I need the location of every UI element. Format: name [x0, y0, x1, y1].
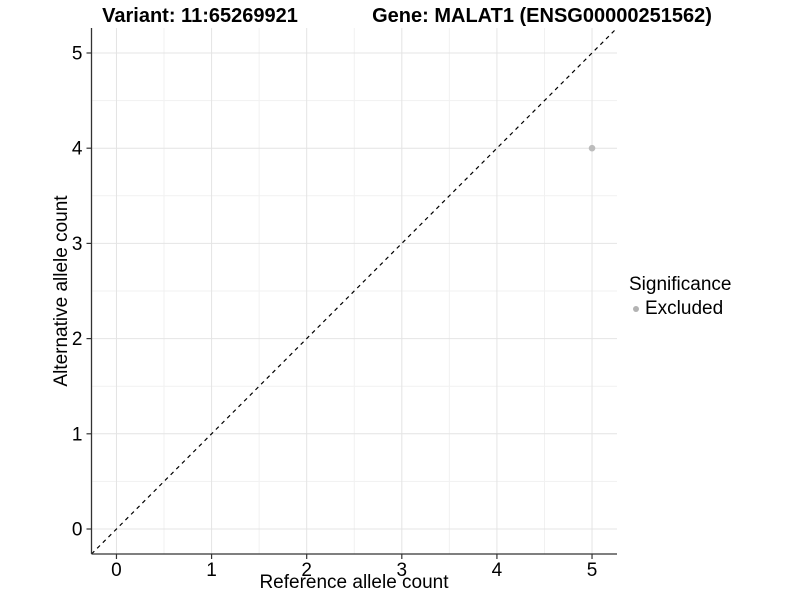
x-tick-label: 2 [301, 560, 312, 581]
x-tick-label: 3 [397, 560, 408, 581]
y-tick-label: 4 [72, 139, 83, 160]
plot-title-gene: Gene: MALAT1 (ENSG00000251562) [372, 5, 712, 27]
legend-marker-excluded-icon [633, 306, 639, 312]
plot-title-variant: Variant: 11:65269921 [102, 5, 298, 27]
x-tick-label: 5 [587, 560, 598, 581]
x-tick-label: 4 [492, 560, 503, 581]
x-axis-label: Reference allele count [259, 572, 449, 593]
identity-dashed-line [91, 27, 618, 555]
y-tick-label: 3 [72, 234, 83, 255]
y-tick-label: 2 [72, 329, 83, 350]
y-tick-label: 5 [72, 43, 83, 64]
legend-item-label: Excluded [645, 298, 724, 319]
y-tick-label: 0 [72, 520, 83, 541]
y-axis-label: Alternative allele count [51, 195, 72, 387]
legend-item-excluded: Excluded [633, 297, 731, 321]
data-point [588, 144, 596, 152]
legend-title: Significance [629, 274, 732, 295]
y-tick-label: 1 [72, 424, 83, 445]
x-tick-label: 1 [206, 560, 217, 581]
x-tick-label: 0 [111, 560, 122, 581]
legend: Significance Excluded [626, 273, 731, 321]
